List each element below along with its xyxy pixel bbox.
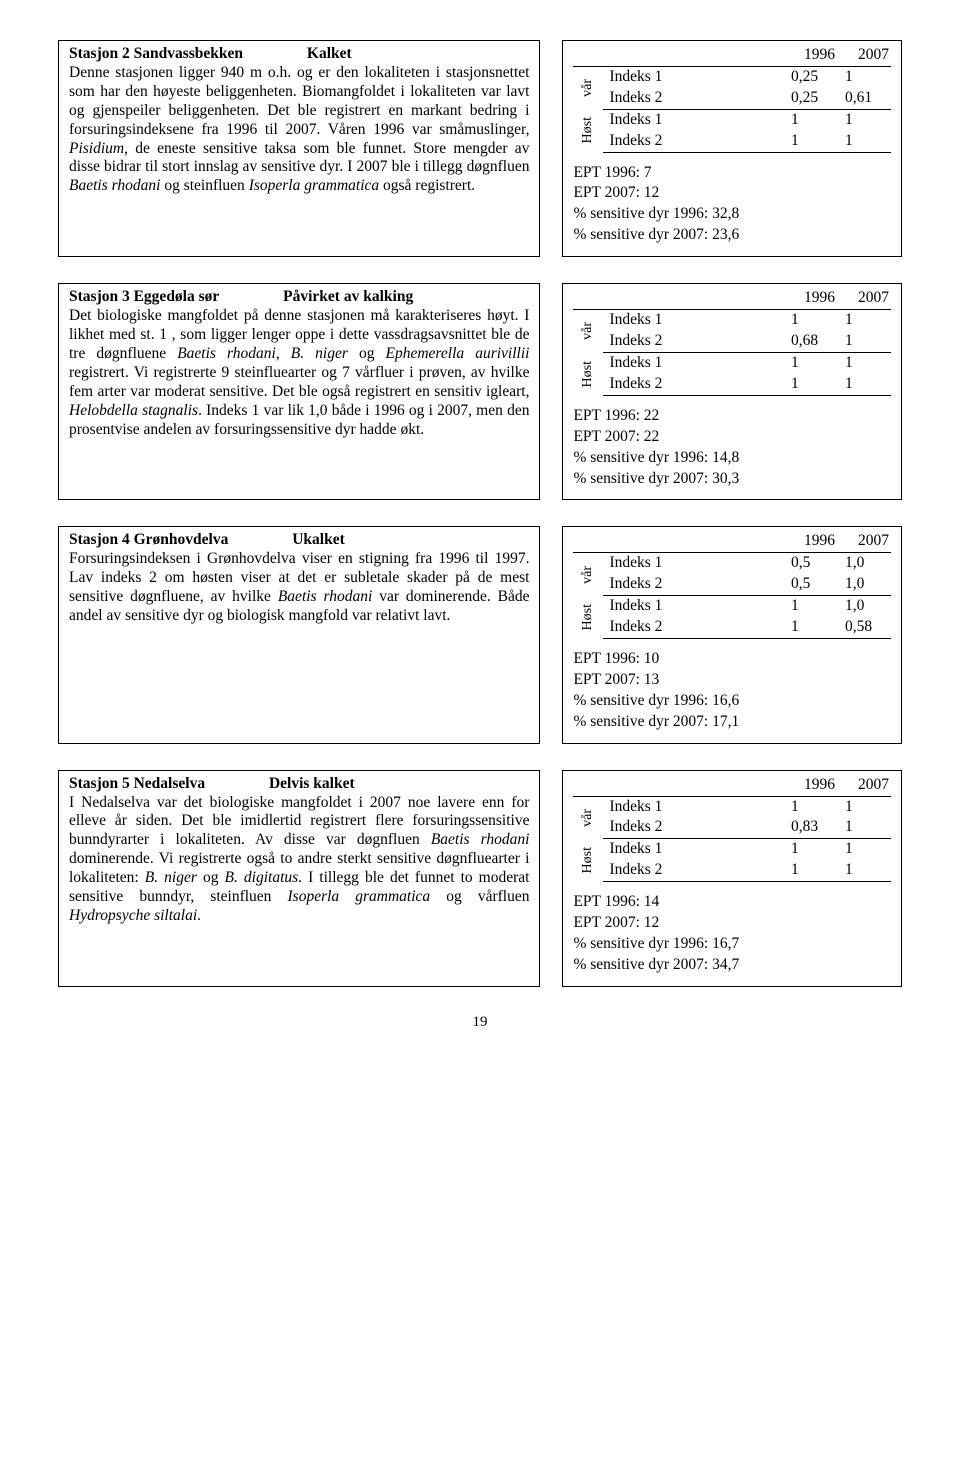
summary-line: EPT 2007: 13 xyxy=(573,670,891,691)
station-text: Stasjon 3 Eggedøla sør Påvirket av kalki… xyxy=(58,283,540,500)
index-table: 19962007 vår Indeks 111 Indeks 20,681 Hø… xyxy=(573,288,891,396)
station-stats: 19962007 vår Indeks 10,251 Indeks 20,250… xyxy=(562,40,902,257)
row-group-var: vår xyxy=(579,566,597,584)
station-title: Stasjon 3 Eggedøla sør xyxy=(69,288,219,305)
summary-line: % sensitive dyr 1996: 16,7 xyxy=(573,934,891,955)
station-body: Denne stasjonen ligger 940 m o.h. og er … xyxy=(69,64,529,194)
station-status: Delvis kalket xyxy=(209,775,355,794)
row-group-host: Høst xyxy=(579,604,597,630)
station-status: Ukalket xyxy=(232,531,345,550)
station-summary: EPT 1996: 22EPT 2007: 22% sensitive dyr … xyxy=(573,406,891,490)
station-body: Det biologiske mangfoldet på denne stasj… xyxy=(69,307,529,437)
index-table: 19962007 vår Indeks 111 Indeks 20,831 Hø… xyxy=(573,775,891,883)
station-stats: 19962007 vår Indeks 111 Indeks 20,681 Hø… xyxy=(562,283,902,500)
index-table: 19962007 vår Indeks 10,251 Indeks 20,250… xyxy=(573,45,891,153)
station-block: Stasjon 2 Sandvassbekken Kalket Denne st… xyxy=(58,40,902,257)
station-block: Stasjon 3 Eggedøla sør Påvirket av kalki… xyxy=(58,283,902,500)
row-group-host: Høst xyxy=(579,117,597,143)
page-number: 19 xyxy=(58,1013,902,1031)
row-group-var: vår xyxy=(579,809,597,827)
summary-line: % sensitive dyr 2007: 30,3 xyxy=(573,469,891,490)
summary-line: EPT 1996: 7 xyxy=(573,163,891,184)
station-summary: EPT 1996: 14EPT 2007: 12% sensitive dyr … xyxy=(573,892,891,976)
row-group-host: Høst xyxy=(579,361,597,387)
station-body: I Nedalselva var det biologiske mangfold… xyxy=(69,794,529,924)
summary-line: % sensitive dyr 1996: 16,6 xyxy=(573,691,891,712)
station-summary: EPT 1996: 7EPT 2007: 12% sensitive dyr 1… xyxy=(573,163,891,247)
index-table: 19962007 vår Indeks 10,51,0 Indeks 20,51… xyxy=(573,531,891,639)
station-text: Stasjon 2 Sandvassbekken Kalket Denne st… xyxy=(58,40,540,257)
station-title: Stasjon 4 Grønhovdelva xyxy=(69,531,228,548)
summary-line: % sensitive dyr 2007: 17,1 xyxy=(573,712,891,733)
summary-line: % sensitive dyr 2007: 23,6 xyxy=(573,225,891,246)
station-text: Stasjon 4 Grønhovdelva Ukalket Forsuring… xyxy=(58,526,540,743)
summary-line: % sensitive dyr 1996: 32,8 xyxy=(573,204,891,225)
station-status: Påvirket av kalking xyxy=(223,288,413,307)
row-group-var: vår xyxy=(579,322,597,340)
summary-line: EPT 1996: 14 xyxy=(573,892,891,913)
summary-line: EPT 2007: 12 xyxy=(573,183,891,204)
summary-line: EPT 2007: 12 xyxy=(573,913,891,934)
station-summary: EPT 1996: 10EPT 2007: 13% sensitive dyr … xyxy=(573,649,891,733)
station-text: Stasjon 5 Nedalselva Delvis kalket I Ned… xyxy=(58,770,540,987)
summary-line: EPT 2007: 22 xyxy=(573,427,891,448)
station-body: Forsuringsindeksen i Grønhovdelva viser … xyxy=(69,550,529,624)
row-group-host: Høst xyxy=(579,847,597,873)
summary-line: % sensitive dyr 1996: 14,8 xyxy=(573,448,891,469)
station-stats: 19962007 vår Indeks 111 Indeks 20,831 Hø… xyxy=(562,770,902,987)
summary-line: EPT 1996: 22 xyxy=(573,406,891,427)
station-block: Stasjon 4 Grønhovdelva Ukalket Forsuring… xyxy=(58,526,902,743)
station-block: Stasjon 5 Nedalselva Delvis kalket I Ned… xyxy=(58,770,902,987)
row-group-var: vår xyxy=(579,79,597,97)
station-title: Stasjon 2 Sandvassbekken xyxy=(69,45,243,62)
station-title: Stasjon 5 Nedalselva xyxy=(69,775,205,792)
station-status: Kalket xyxy=(247,45,352,64)
station-stats: 19962007 vår Indeks 10,51,0 Indeks 20,51… xyxy=(562,526,902,743)
summary-line: EPT 1996: 10 xyxy=(573,649,891,670)
summary-line: % sensitive dyr 2007: 34,7 xyxy=(573,955,891,976)
